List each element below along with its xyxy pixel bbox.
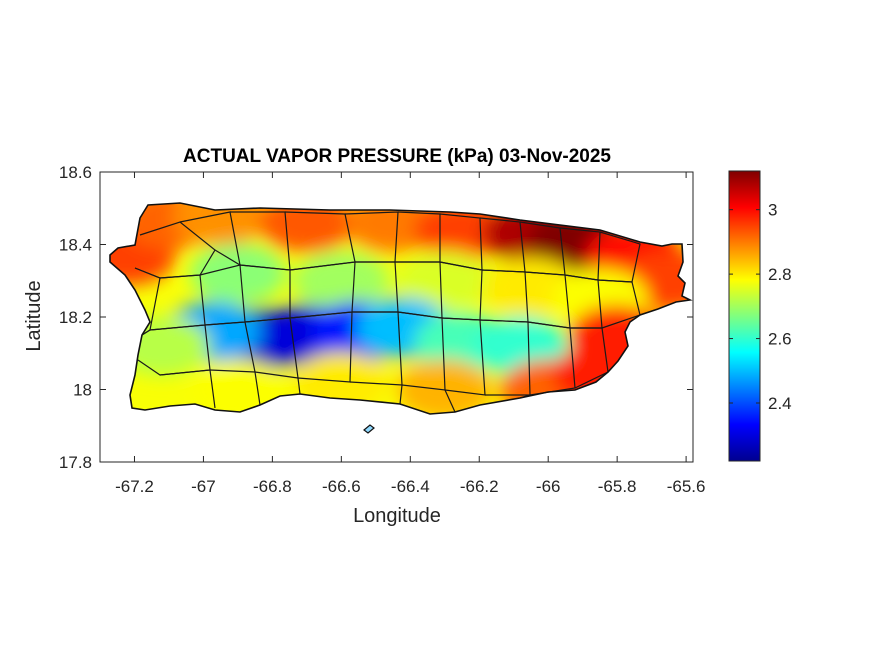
x-tick-label: -66.8 [253,477,292,496]
colorbar-tick-label: 2.4 [768,394,792,413]
y-axis: 17.8 18 18.2 18.4 18.6 [59,163,693,472]
x-tick-label: -66 [536,477,561,496]
x-axis: -67.2 -67 -66.8 -66.6 -66.4 -66.2 -66 -65.8 -65.… [115,172,705,496]
colorbar-tick-label: 2.8 [768,265,792,284]
x-axis-label: Longitude [353,505,441,527]
x-tick-label: -66.4 [391,477,430,496]
y-tick-label: 18.2 [59,308,92,327]
x-tick-label: -66.6 [322,477,361,496]
x-tick-label: -66.2 [460,477,499,496]
vapor-pressure-field [110,203,690,414]
x-tick-label: -67.2 [115,477,154,496]
x-tick-label: -65.6 [667,477,706,496]
y-tick-label: 18.4 [59,236,92,255]
colorbar-tick-label: 2.6 [768,330,792,349]
field-sample-2 [172,203,269,246]
y-axis-label: Latitude [23,280,45,351]
y-tick-label: 17.8 [59,453,92,472]
colorbar-ticks: 2.4 2.6 2.8 3 [729,201,792,413]
colorbar-tick-label: 3 [768,201,777,220]
y-tick-label: 18.6 [59,163,92,182]
island-outline [109,202,693,415]
y-tick-label: 18 [73,381,92,400]
municipality-boundaries [134,211,641,413]
offshore-islet [363,424,375,434]
chart-title: ACTUAL VAPOR PRESSURE (kPa) 03-Nov-2025 [183,146,611,167]
field-sample-11 [293,250,390,311]
colorbar [728,170,761,462]
x-tick-label: -65.8 [598,477,637,496]
x-tick-label: -67 [191,477,216,496]
field-sample-10 [189,243,286,304]
field-sample-12 [396,250,493,311]
